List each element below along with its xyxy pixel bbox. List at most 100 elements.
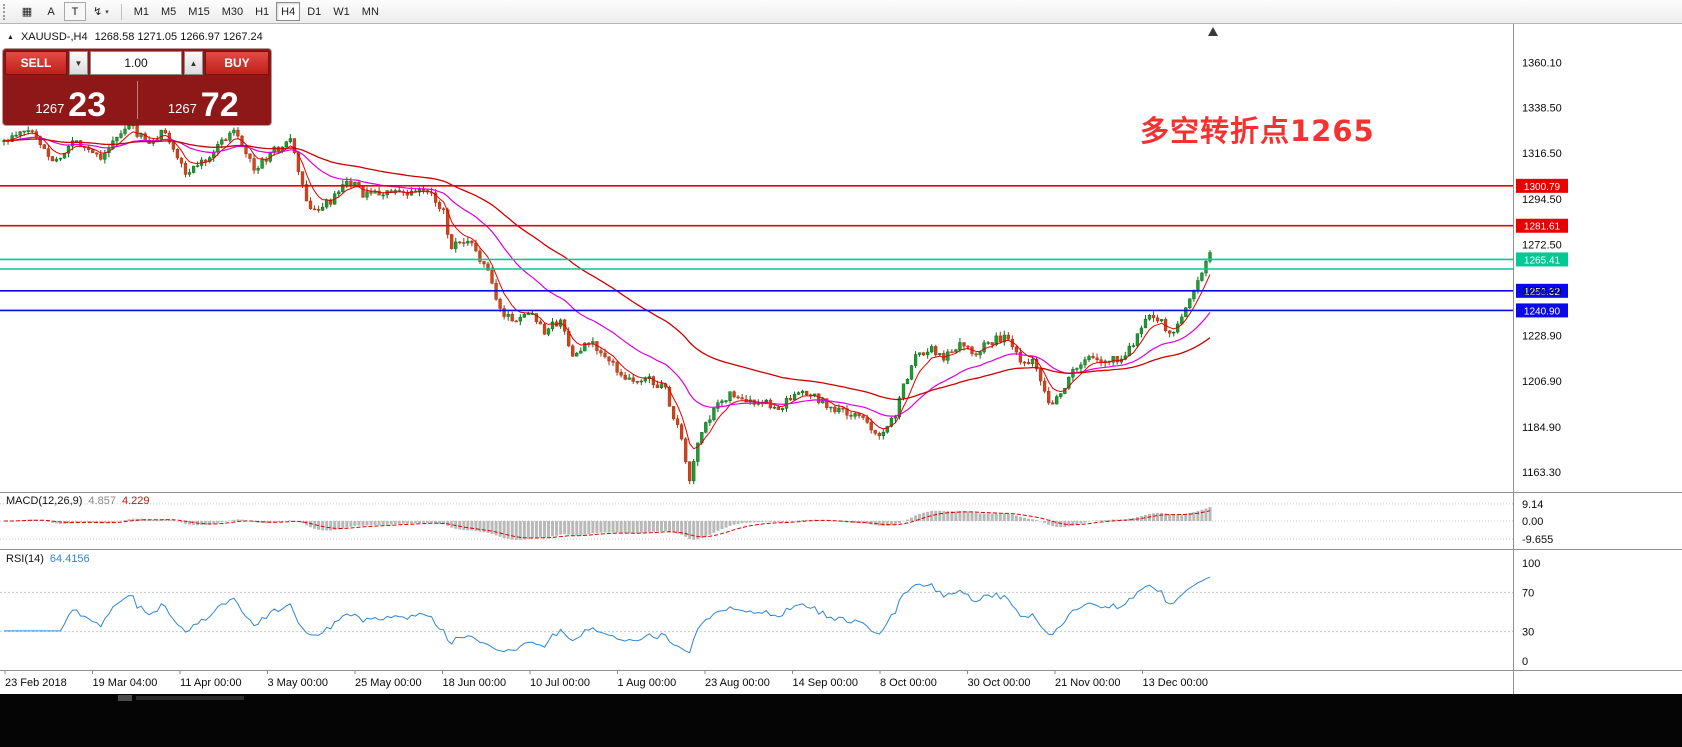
time-tick-label: 23 Feb 2018 <box>5 677 67 689</box>
timeframe-m30-button[interactable]: M30 <box>221 5 244 18</box>
price-level-badge-label: 1240.90 <box>1524 306 1561 317</box>
symbol-label: XAUUSD-,H4 <box>20 31 88 43</box>
volume-input[interactable] <box>91 52 181 74</box>
sell-price-pips: 23 <box>68 86 107 125</box>
price-tick-label: 1316.50 <box>1522 148 1562 160</box>
rsi-tick-label: 100 <box>1522 558 1540 570</box>
chart-header: ▲ XAUUSD-,H4 1268.58 1271.05 1266.97 126… <box>7 31 263 43</box>
pane-separator-rsi[interactable] <box>0 549 1682 550</box>
buy-price-main: 1267 <box>167 101 197 116</box>
taskbar-fragment <box>136 696 244 700</box>
time-tick-label: 18 Jun 00:00 <box>443 677 507 689</box>
timeframe-h1-button[interactable]: H1 <box>255 5 270 18</box>
timeframe-m1-button[interactable]: M1 <box>133 5 150 18</box>
rsi-tick-label: 30 <box>1522 627 1534 639</box>
one-click-trading-panel: SELL ▼ ▲ BUY 1267 23 1267 72 <box>3 49 271 125</box>
macd-tick-label: 9.14 <box>1522 499 1543 511</box>
pane-separator-macd[interactable] <box>0 492 1682 493</box>
chart-window: 1300.79 1281.61 1265.41 1250.32 1240.90 1360.… <box>0 24 1682 694</box>
price-tick-label: 1228.90 <box>1522 330 1562 342</box>
time-tick-label: 11 Apr 00:00 <box>180 677 242 689</box>
toolbar-separator <box>120 3 122 20</box>
rsi-indicator-label: RSI(14) 64.4156 <box>6 553 90 565</box>
moving-average-lines <box>3 131 1211 450</box>
price-level-badge <box>1516 303 1568 318</box>
buy-button[interactable]: BUY <box>205 51 269 75</box>
toolbar: ▦ A T ↯ ▾ M1 M5 M15 M30 H1 H4 D1 W1 MN <box>0 0 1682 24</box>
price-axis-border <box>1513 24 1514 694</box>
time-tick-label: 8 Oct 00:00 <box>880 677 937 689</box>
time-tick-label: 14 Sep 00:00 <box>793 677 858 689</box>
annotation-text: 多空转折点1265 <box>1140 114 1375 148</box>
line-studies-icon[interactable]: ↯ ▾ <box>93 6 109 18</box>
macd-tick-label: -9.655 <box>1522 534 1553 546</box>
rsi-tick-label: 70 <box>1522 587 1534 599</box>
timeframe-buttons-group: M1 M5 M15 M30 H1 H4 D1 W1 MN <box>129 2 384 21</box>
rsi-value: 64.4156 <box>49 553 90 565</box>
sell-button[interactable]: SELL <box>5 51 67 75</box>
volume-field-wrap <box>90 51 182 75</box>
chart-canvas[interactable]: 1300.79 1281.61 1265.41 1250.32 1240.90 1360.… <box>0 24 1682 694</box>
charts-grid-icon[interactable]: ▦ <box>21 6 33 18</box>
ohlc-values: 1268.58 1271.05 1266.97 1267.24 <box>94 31 263 43</box>
macd-signal-value: 4.229 <box>121 495 150 507</box>
sell-price-display[interactable]: 1267 23 <box>5 86 137 125</box>
timeframe-d1-button[interactable]: D1 <box>307 5 322 18</box>
timeframe-h4-button[interactable]: H4 <box>276 2 301 21</box>
toolbar-tools-group: ▦ A T ↯ ▾ <box>16 2 114 21</box>
time-tick-label: 23 Aug 00:00 <box>705 677 770 689</box>
time-tick-label: 1 Aug 00:00 <box>618 677 677 689</box>
price-level-badge <box>1516 283 1568 298</box>
time-axis[interactable] <box>0 670 1682 694</box>
macd-signal-line <box>4 510 1211 539</box>
pane-separator-timeaxis[interactable] <box>0 670 1682 671</box>
price-level-badge-label: 1300.79 <box>1524 182 1561 193</box>
price-level-badge <box>1516 178 1568 193</box>
price-axis[interactable] <box>1514 24 1682 670</box>
price-tick-label: 1360.10 <box>1522 57 1562 69</box>
macd-main-value: 4.857 <box>88 495 116 507</box>
cursor-tool-icon[interactable]: A <box>47 5 55 18</box>
price-level-badge <box>1516 218 1568 233</box>
volume-down-button[interactable]: ▼ <box>69 51 88 75</box>
time-tick-label: 10 Jul 00:00 <box>530 677 590 689</box>
chart-shift-marker-icon[interactable] <box>1208 27 1218 36</box>
rsi-line <box>4 576 1211 654</box>
time-tick-label: 3 May 00:00 <box>268 677 329 689</box>
price-level-badge-label: 1265.41 <box>1524 255 1561 266</box>
macd-pane[interactable] <box>0 492 1513 549</box>
price-tick-label: 1338.50 <box>1522 102 1562 114</box>
macd-name: MACD(12,26,9) <box>6 495 83 507</box>
price-level-badge-label: 1281.61 <box>1524 222 1561 233</box>
timeframe-w1-button[interactable]: W1 <box>333 5 350 18</box>
volume-up-button[interactable]: ▲ <box>184 51 203 75</box>
timeframe-m5-button[interactable]: M5 <box>161 5 177 18</box>
taskbar-fragment <box>118 695 132 701</box>
timeframe-mn-button[interactable]: MN <box>361 5 379 18</box>
collapse-triangle-icon[interactable]: ▲ <box>7 33 14 41</box>
timeframe-m15-button[interactable]: M15 <box>188 5 210 18</box>
toolbar-grip[interactable] <box>3 3 10 20</box>
price-tick-label: 1272.50 <box>1522 240 1562 252</box>
text-tool-icon[interactable]: T <box>64 2 86 21</box>
time-tick-label: 30 Oct 00:00 <box>968 677 1031 689</box>
macd-histogram <box>6 507 1212 540</box>
buy-price-display[interactable]: 1267 72 <box>138 88 270 123</box>
price-tick-label: 1206.90 <box>1522 376 1562 388</box>
time-tick-label: 13 Dec 00:00 <box>1143 677 1208 689</box>
time-tick-label: 25 May 00:00 <box>355 677 422 689</box>
price-divider <box>136 81 138 119</box>
rsi-name: RSI(14) <box>6 553 44 565</box>
rsi-pane[interactable] <box>0 549 1513 670</box>
time-tick-label: 19 Mar 04:00 <box>93 677 158 689</box>
rsi-tick-label: 0 <box>1522 656 1528 668</box>
desktop-background <box>0 694 1682 747</box>
price-tick-label: 1184.90 <box>1522 422 1561 434</box>
price-tick-label: 1294.50 <box>1522 194 1562 206</box>
price-tick-label: 1163.30 <box>1522 467 1561 479</box>
price-level-badge-label: 1250.32 <box>1524 287 1561 298</box>
price-level-badge <box>1516 252 1568 267</box>
sell-price-main: 1267 <box>35 101 65 116</box>
time-tick-label: 21 Nov 00:00 <box>1055 677 1120 689</box>
